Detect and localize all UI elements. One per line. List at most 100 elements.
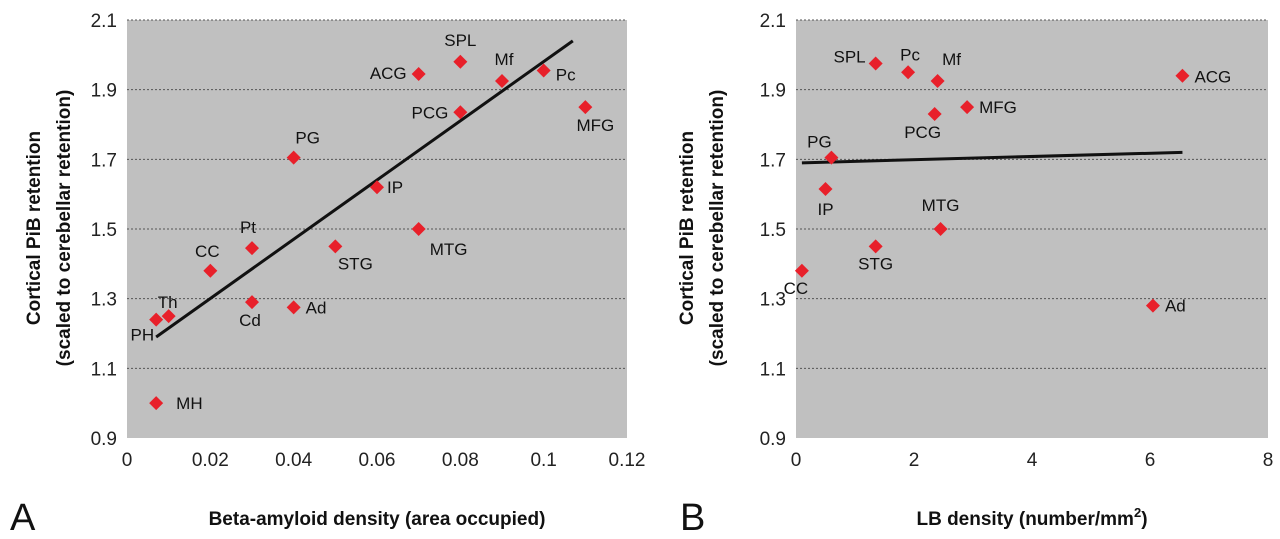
- data-point-acg: [1175, 68, 1190, 83]
- point-label-pcg: PCG: [411, 103, 448, 122]
- panel-a: 0.91.11.31.51.71.92.1 0 0.02 0.04 0.06 0.08 0…: [10, 11, 645, 539]
- panel-b-letter: B: [680, 497, 705, 539]
- data-point-pcg: [927, 107, 942, 122]
- x-tick-label: 0.12: [609, 450, 646, 471]
- data-point-mtg: [933, 222, 948, 236]
- data-point-mtg: [411, 222, 426, 236]
- data-point-pt: [245, 241, 259, 256]
- data-point-pcg: [453, 105, 468, 120]
- data-point-pg: [824, 150, 839, 165]
- data-point-mh: [149, 396, 164, 411]
- point-label-pc: Pc: [556, 66, 576, 85]
- point-label-mfg: MFG: [576, 116, 614, 135]
- panel-a-y-axis-title-line2: (scaled to cerebellar retention): [54, 90, 75, 367]
- point-label-cc: CC: [195, 242, 220, 261]
- point-label-th: Th: [158, 293, 178, 312]
- data-point-ip: [370, 180, 384, 195]
- panel-b-x-axis-title-main: LB density (number/mm: [916, 509, 1133, 530]
- panel-a-y-axis-title-line1: Cortical PiB retention: [24, 131, 45, 325]
- point-label-mtg: MTG: [922, 196, 960, 215]
- data-point-acg: [411, 66, 426, 81]
- data-point-cc: [203, 263, 218, 278]
- data-point-ph: [149, 312, 164, 327]
- x-tick-label: 0.02: [192, 450, 229, 471]
- y-tick-label: 0.9: [91, 429, 117, 450]
- panel-a-x-tick-labels: 0 0.02 0.04 0.06 0.08 0.1 0.12: [122, 450, 646, 471]
- x-tick-label: 0.1: [530, 450, 556, 471]
- point-label-pc: Pc: [900, 45, 920, 64]
- data-point-ad: [1145, 298, 1160, 313]
- point-label-acg: ACG: [370, 64, 407, 83]
- point-label-mfg: MFG: [979, 98, 1017, 117]
- data-point-stg: [328, 239, 343, 254]
- data-point-ad: [286, 300, 301, 315]
- panel-a-letter: A: [10, 497, 36, 539]
- point-label-stg: STG: [338, 254, 373, 273]
- y-tick-label: 1.7: [760, 150, 786, 171]
- x-tick-label: 6: [1145, 450, 1156, 471]
- data-point-pc: [536, 63, 551, 78]
- panel-b-y-axis-title-line2: (scaled to cerebellar retention): [707, 90, 728, 367]
- x-tick-label: 2: [909, 450, 920, 471]
- panel-b-y-tick-labels: 0.9 1.1 1.3 1.5 1.7 1.9 2.1: [760, 11, 786, 450]
- x-tick-label: 0: [791, 450, 802, 471]
- point-label-ad: Ad: [306, 298, 327, 317]
- panel-b-x-axis-title-sup: 2: [1134, 505, 1141, 520]
- point-label-pcg: PCG: [904, 123, 941, 142]
- panel-b-gridlines: [796, 19, 1268, 369]
- panel-a-x-axis-title: Beta-amyloid density (area occupied): [209, 509, 546, 530]
- panel-b-x-tick-labels: 0 2 4 6 8: [791, 450, 1274, 471]
- point-label-pg: PG: [295, 129, 320, 148]
- point-label-acg: ACG: [1194, 68, 1231, 87]
- x-tick-label: 0.08: [442, 450, 479, 471]
- y-tick-label: 0.9: [760, 429, 786, 450]
- x-tick-label: 4: [1027, 450, 1038, 471]
- data-point-mf: [930, 73, 945, 88]
- panel-b-points: CC IP PG STG SPL Pc PCG Mf MTG MFG Ad ACG: [784, 45, 1232, 315]
- y-tick-label: 1.3: [760, 290, 786, 311]
- data-point-stg: [868, 239, 883, 254]
- data-point-cd: [245, 295, 259, 310]
- point-label-ad: Ad: [1165, 297, 1186, 316]
- data-point-th: [161, 309, 176, 324]
- panel-b-trendline: [801, 150, 1183, 165]
- point-label-spl: SPL: [834, 48, 866, 67]
- trendline: [801, 150, 1183, 165]
- panel-b: 0.9 1.1 1.3 1.5 1.7 1.9 2.1 0 2 4 6 8 CC IP PG STG SPL…: [677, 11, 1273, 539]
- point-label-ip: IP: [817, 200, 833, 219]
- y-tick-label: 2.1: [91, 11, 117, 32]
- point-label-mh: MH: [176, 394, 202, 413]
- trendline: [155, 39, 574, 339]
- data-point-mfg: [960, 100, 975, 115]
- y-tick-label: 1.1: [91, 359, 117, 380]
- point-label-stg: STG: [858, 254, 893, 273]
- point-label-spl: SPL: [444, 31, 476, 50]
- x-tick-label: 8: [1263, 450, 1274, 471]
- point-label-mtg: MTG: [430, 240, 468, 259]
- data-point-mf: [495, 73, 509, 88]
- panel-a-gridlines: [127, 19, 627, 369]
- data-point-ip: [818, 181, 833, 196]
- x-tick-label: 0.06: [359, 450, 396, 471]
- y-tick-label: 1.5: [760, 220, 786, 241]
- data-point-mfg: [578, 100, 593, 115]
- point-label-ph: PH: [131, 326, 155, 345]
- point-label-ip: IP: [387, 178, 403, 197]
- y-tick-label: 1.9: [91, 81, 117, 102]
- y-tick-label: 1.7: [91, 150, 117, 171]
- point-label-mf: Mf: [495, 50, 514, 69]
- point-label-cc: CC: [784, 279, 809, 298]
- data-point-pg: [286, 150, 301, 165]
- y-tick-label: 1.9: [760, 81, 786, 102]
- point-label-mf: Mf: [942, 50, 961, 69]
- panel-a-trendline: [155, 39, 574, 339]
- point-label-cd: Cd: [239, 311, 261, 330]
- data-point-spl: [453, 54, 468, 69]
- panel-a-y-tick-labels: 0.9 1.1 1.3 1.5 1.7 1.9 2.1: [91, 11, 117, 450]
- data-point-spl: [868, 56, 883, 71]
- x-tick-label: 0: [122, 450, 133, 471]
- x-tick-label: 0.04: [275, 450, 312, 471]
- y-tick-label: 2.1: [760, 11, 786, 32]
